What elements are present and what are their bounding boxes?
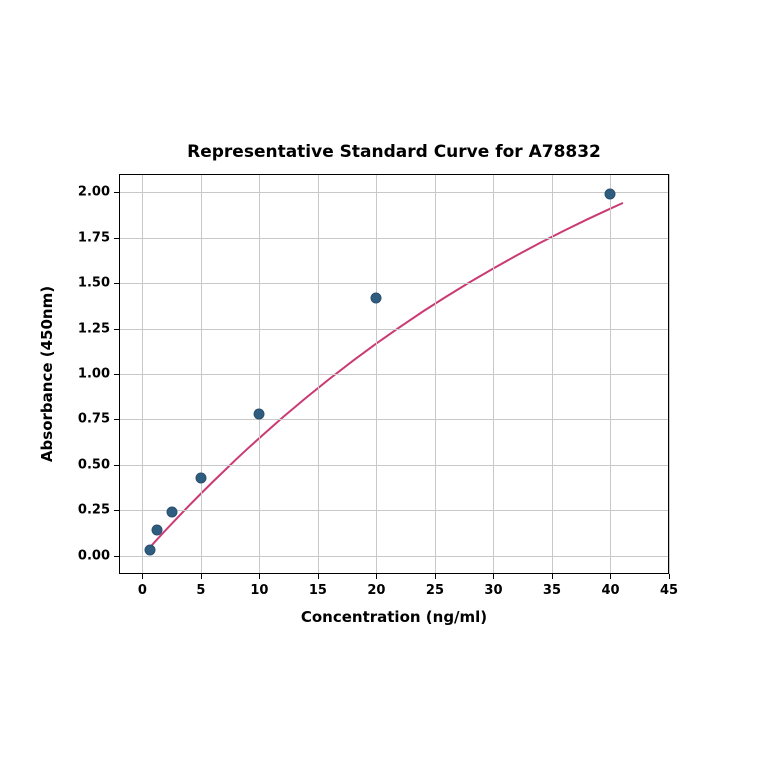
y-tick-label: 1.25 (78, 321, 110, 336)
x-tick-label: 25 (426, 583, 444, 598)
chart-canvas: Representative Standard Curve for A78832… (0, 0, 764, 764)
x-tick (493, 574, 494, 579)
y-tick-label: 1.50 (78, 276, 110, 291)
x-tick-label: 5 (196, 583, 205, 598)
y-tick-label: 0.00 (78, 548, 110, 563)
x-tick (435, 574, 436, 579)
grid-h (119, 283, 669, 284)
x-tick-label: 45 (660, 583, 678, 598)
y-tick (114, 374, 119, 375)
y-tick (114, 465, 119, 466)
x-tick-label: 40 (601, 583, 619, 598)
data-point (195, 472, 206, 483)
grid-h (119, 238, 669, 239)
x-tick-label: 35 (543, 583, 561, 598)
grid-h (119, 465, 669, 466)
y-tick-label: 1.00 (78, 367, 110, 382)
x-tick-label: 20 (367, 583, 385, 598)
data-point (144, 545, 155, 556)
y-tick (114, 329, 119, 330)
grid-h (119, 510, 669, 511)
x-tick-label: 0 (138, 583, 147, 598)
grid-v (669, 174, 670, 574)
x-tick (142, 574, 143, 579)
grid-h (119, 192, 669, 193)
y-tick-label: 0.50 (78, 457, 110, 472)
grid-h (119, 329, 669, 330)
data-point (166, 507, 177, 518)
y-tick-label: 0.25 (78, 503, 110, 518)
x-tick (610, 574, 611, 579)
x-tick-label: 10 (250, 583, 268, 598)
y-tick (114, 510, 119, 511)
x-tick-label: 30 (484, 583, 502, 598)
y-tick (114, 192, 119, 193)
data-point (152, 525, 163, 536)
y-tick-label: 2.00 (78, 185, 110, 200)
data-point (254, 409, 265, 420)
grid-h (119, 374, 669, 375)
x-tick-label: 15 (309, 583, 327, 598)
x-tick (376, 574, 377, 579)
x-tick (318, 574, 319, 579)
chart-title: Representative Standard Curve for A78832 (187, 142, 601, 162)
data-point (605, 189, 616, 200)
x-tick (259, 574, 260, 579)
y-axis-label: Absorbance (450nm) (38, 286, 56, 462)
y-tick (114, 238, 119, 239)
data-point (371, 292, 382, 303)
y-tick-label: 0.75 (78, 412, 110, 427)
y-tick (114, 419, 119, 420)
x-tick (669, 574, 670, 579)
grid-h (119, 419, 669, 420)
y-tick-label: 1.75 (78, 230, 110, 245)
x-axis-label: Concentration (ng/ml) (301, 608, 487, 626)
x-tick (552, 574, 553, 579)
y-tick (114, 556, 119, 557)
y-tick (114, 283, 119, 284)
x-tick (201, 574, 202, 579)
grid-h (119, 556, 669, 557)
